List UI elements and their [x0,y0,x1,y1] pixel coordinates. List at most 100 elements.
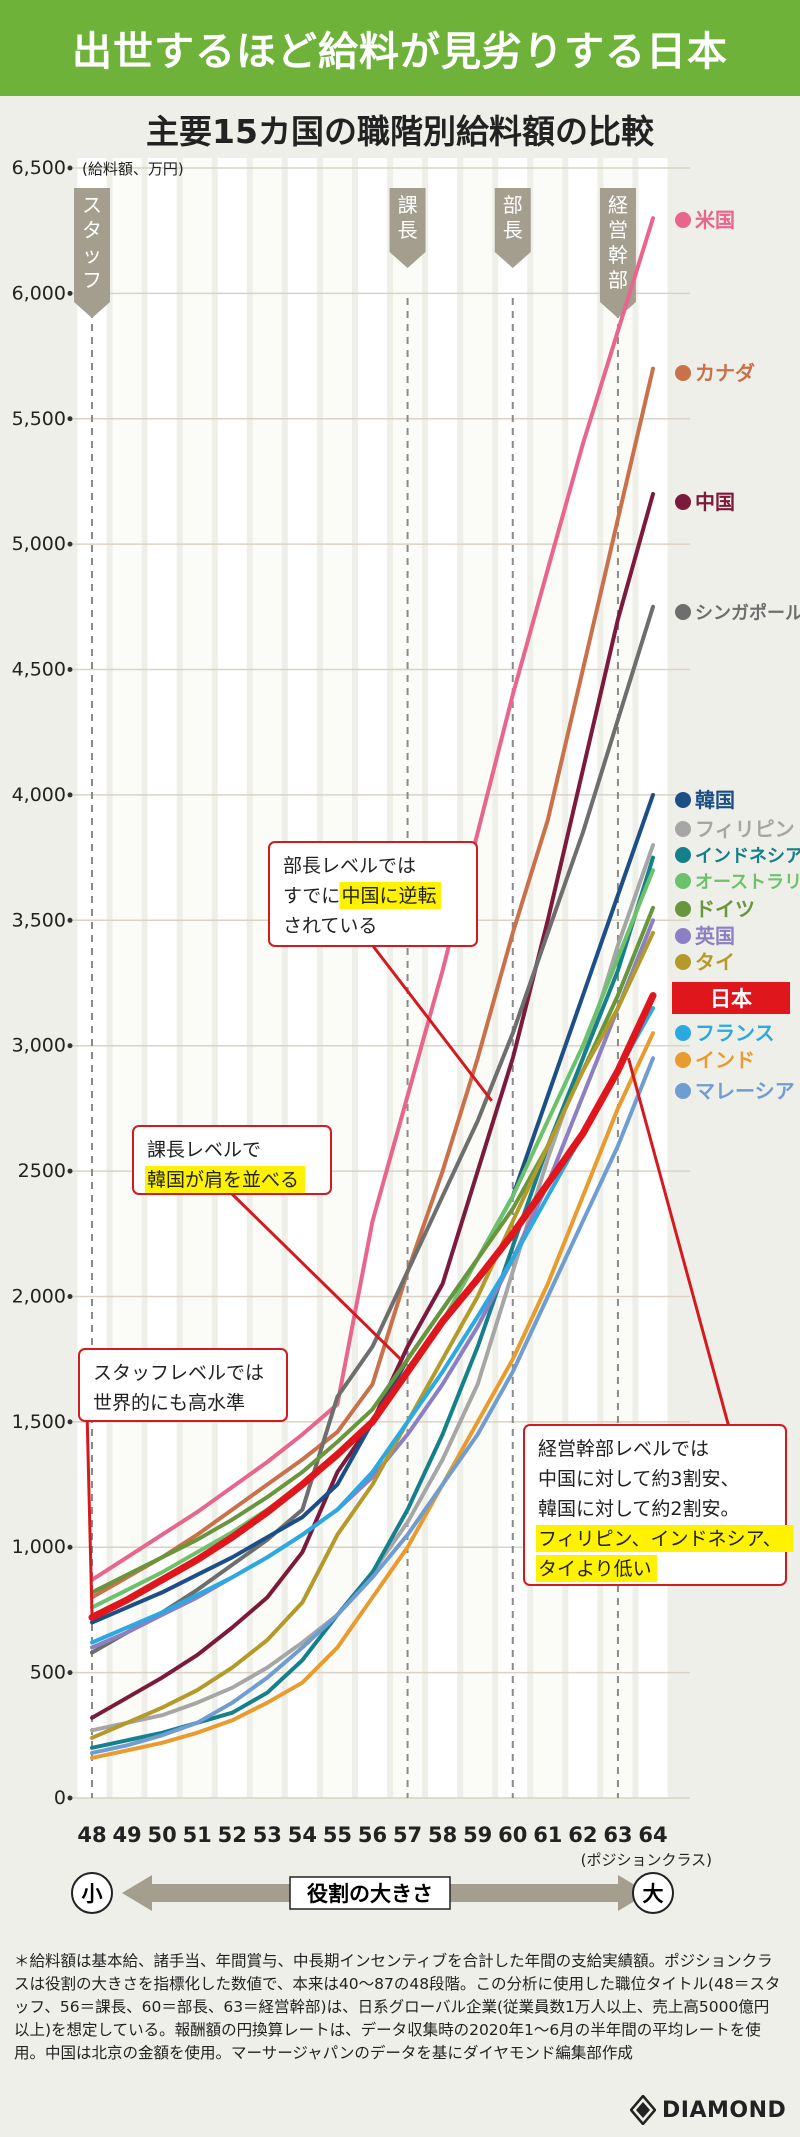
legend-label: タイ [695,950,735,974]
column-stripe [147,158,177,1798]
annotation-highlight-text: タイより低い [538,1558,652,1580]
x-tick-label: 60 [498,1823,527,1847]
legend-marker [675,901,691,917]
y-tick-label: 500 [30,1662,66,1684]
legend-label: 米国 [695,208,735,232]
annotation-pointer [627,1057,730,1426]
y-tick-label: 1,500 [12,1411,66,1433]
annotation-text: 部長レベルでは [283,855,416,877]
series-line [90,1056,655,1755]
column-stripe [357,158,388,1798]
x-tick-label: 53 [253,1823,282,1847]
annotation-text: すでに [283,885,340,907]
y-tick-dot [67,1419,73,1425]
y-tick-label: 4,500 [12,659,66,681]
series-line [90,216,655,1582]
column-stripe [322,158,352,1798]
column-stripe [428,158,458,1798]
title-banner: 出世するほど給料が見劣りする日本 [0,0,800,96]
logo-text: DIAMOND [662,2097,787,2123]
y-tick-label: 6,000 [12,282,66,304]
legend-marker [675,212,691,228]
legend-marker [675,1083,691,1099]
annotation-highlight-text: フィリピン、インドネシア、 [538,1528,782,1550]
legend-marker [675,1052,691,1068]
x-tick-label: 63 [603,1823,632,1847]
x-tick-label: 55 [323,1823,352,1847]
legend-marker [675,928,691,944]
y-tick-label: 4,000 [12,784,66,806]
y-tick-dot [67,1544,73,1550]
x-tick-label: 52 [218,1823,247,1847]
x-tick-label: 61 [533,1823,562,1847]
position-marker-tag [599,188,636,318]
diamond-logo-icon [630,2095,656,2125]
legend-marker [675,954,691,970]
scale-small-circle [71,1872,113,1914]
legend-label: カナダ [695,361,755,385]
annotation-box [78,1348,288,1422]
annotation-highlight-text: 中国に逆転 [342,885,437,907]
position-marker-label: 課 [398,193,418,217]
position-marker-label: 経 [608,193,628,217]
annotation-pointer [371,945,493,1102]
position-marker-label: 営 [608,218,628,242]
x-tick-label: 62 [568,1823,597,1847]
column-stripe [112,158,142,1798]
legend-label: 日本 [710,987,752,1011]
x-tick-label: 58 [428,1823,457,1847]
scale-large-circle [632,1872,674,1914]
y-tick-dot [67,917,73,923]
annotation-text: 韓国に対して約2割安。 [538,1498,740,1520]
annotation-highlight [536,1555,657,1582]
position-marker-label: 幹 [608,243,628,267]
y-tick-dot [67,165,73,171]
x-tick-label: 51 [183,1823,212,1847]
x-tick-label: 57 [393,1823,422,1847]
legend-marker [675,792,691,808]
series-line [90,604,655,1655]
legend-marker [675,821,691,837]
y-tick-dot [67,792,73,798]
position-marker-tag [389,188,426,268]
series-line [90,918,655,1650]
legend-label: フィリピン [695,817,795,841]
scale-large-label: 大 [643,1882,664,1906]
legend-marker [675,604,691,620]
y-tick-label: 2,000 [12,1285,66,1307]
legend-label: インドネシア [695,846,800,867]
series-line [90,930,655,1740]
legend-japan-box [672,982,790,1014]
position-marker-label: 部 [608,268,628,292]
y-tick-label: 3,000 [12,1035,66,1057]
position-marker-tag [74,188,110,318]
series-line [90,366,655,1600]
series-line [90,1006,655,1645]
y-tick-dot [67,290,73,296]
y-tick-dot [67,1293,73,1299]
legend-marker [675,847,691,863]
x-tick-label: 50 [148,1823,177,1847]
legend-label: インド [695,1048,755,1072]
annotation-callout: 経営幹部レベルでは中国に対して約3割安、韓国に対して約2割安。フィリピン、インド… [523,1057,794,1586]
annotation-text: 世界的にも高水準 [93,1392,245,1414]
annotation-text: 経営幹部レベルでは [538,1438,709,1460]
annotation-text: スタッフレベルでは [93,1362,264,1384]
salary-line-chart: 0 500 1,000 1,500 2,000 2500 3,000 3,500 4,000 4,… [12,157,800,1914]
column-stripe [182,158,212,1798]
column-stripe [252,158,282,1798]
position-marker-label: ス [82,193,102,217]
y-tick-label: 3,500 [12,909,66,931]
position-marker-label: 長 [503,218,523,242]
legend-label: 韓国 [695,788,735,812]
legend-label: シンガポール [695,602,800,624]
annotation-text: 課長レベルで [147,1139,261,1161]
x-tick-label: 59 [463,1823,492,1847]
y-tick-dot [67,416,73,422]
annotation-highlight [536,1525,794,1552]
legend-marker [675,873,691,889]
scale-center-box [289,1876,451,1910]
series-line [90,1031,655,1760]
